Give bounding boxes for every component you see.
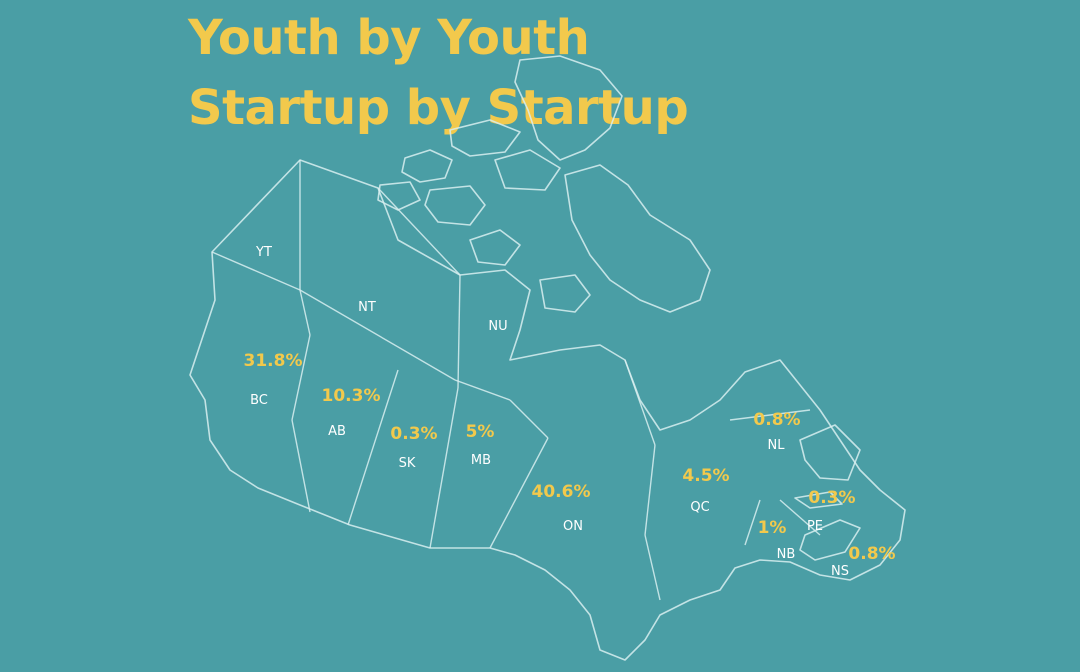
island-outline: [424, 185, 486, 226]
island-outline: [469, 229, 521, 266]
pct-mb: 5%: [466, 422, 495, 442]
province-code-ns: NS: [831, 564, 849, 579]
border-line: [291, 419, 311, 513]
province-code-ab: AB: [328, 424, 346, 439]
pct-pe: 0.3%: [808, 488, 855, 508]
island-outline: [564, 164, 711, 313]
border-line: [779, 499, 821, 536]
border-line: [644, 534, 661, 601]
province-code-qc: QC: [690, 500, 709, 515]
province-code-pe: PE: [807, 519, 823, 534]
mainland-outline: [189, 159, 906, 661]
island-outline: [514, 55, 623, 161]
island-outline: [449, 119, 521, 157]
province-code-mb: MB: [471, 453, 491, 468]
pct-sk: 0.3%: [390, 424, 437, 444]
title-line-1: Youth by Youth: [188, 10, 590, 66]
border-line: [347, 369, 399, 526]
pct-nb: 1%: [758, 518, 787, 538]
province-code-sk: SK: [399, 456, 416, 471]
border-line: [457, 274, 461, 389]
nova-scotia-outline: [799, 519, 861, 561]
province-code-nt: NT: [358, 300, 376, 315]
pei-outline: [794, 491, 843, 509]
title-line-2: Startup by Startup: [188, 80, 689, 136]
border-line: [211, 251, 301, 291]
island-outline: [539, 274, 591, 313]
island-outline: [377, 181, 421, 211]
border-line: [299, 289, 456, 381]
border-line: [624, 359, 656, 446]
island-outline: [494, 149, 561, 191]
borders: [211, 160, 821, 601]
border-line: [299, 289, 311, 336]
newfoundland-outline: [799, 424, 861, 481]
pct-ab: 10.3%: [322, 386, 381, 406]
border-line: [377, 187, 461, 276]
border-line: [644, 444, 656, 536]
border-line: [509, 399, 549, 439]
border-line: [454, 379, 511, 401]
pct-ns: 0.8%: [848, 544, 895, 564]
province-code-yt: YT: [255, 245, 272, 260]
province-code-nu: NU: [488, 319, 507, 334]
pct-qc: 4.5%: [682, 466, 729, 486]
island-outline: [401, 149, 453, 183]
border-line: [744, 499, 761, 546]
pct-on: 40.6%: [532, 482, 591, 502]
province-code-bc: BC: [250, 393, 268, 408]
pct-bc: 31.8%: [244, 351, 303, 371]
arctic-islands: [377, 55, 711, 313]
border-line: [429, 387, 459, 549]
province-code-on: ON: [563, 519, 583, 534]
border-line: [729, 409, 811, 421]
border-line: [489, 437, 549, 549]
province-code-nl: NL: [768, 438, 786, 453]
border-line: [291, 334, 311, 421]
province-code-nb: NB: [777, 547, 796, 562]
pct-nl: 0.8%: [753, 410, 800, 430]
